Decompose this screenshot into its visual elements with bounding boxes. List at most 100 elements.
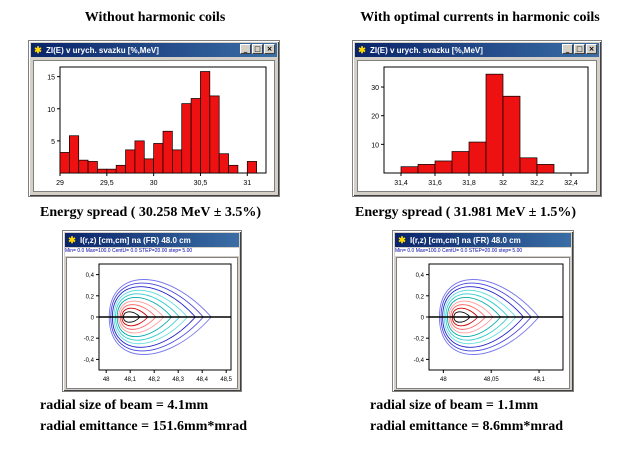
right-histogram-window[interactable]: ✱ ZI(E) v urych. svazku [%,MeV] _ □ × 10…: [352, 40, 602, 197]
minimize-button[interactable]: _: [562, 44, 573, 54]
y-tick-label: 10: [47, 107, 55, 114]
x-tick-label: 31: [243, 180, 251, 187]
histogram-bar: [125, 149, 136, 174]
y-tick-label: 0,2: [416, 294, 425, 300]
y-tick-label: 20: [371, 114, 379, 121]
histogram-bar: [115, 164, 126, 174]
right-contour-status: Min= 0.0 Max=100.0 CentU= 0.0 STEP=20.00…: [395, 248, 571, 256]
maximize-button[interactable]: □: [574, 44, 585, 54]
right-contour-titlebar[interactable]: ✱ I(r,z) [cm,cm] na (FR) 48.0 cm: [395, 233, 571, 247]
right-contour-window[interactable]: ✱ I(r,z) [cm,cm] na (FR) 48.0 cm Min= 0.…: [392, 230, 574, 392]
right-caption: With optimal currents in harmonic coils: [360, 10, 600, 25]
x-tick-label: 48: [103, 377, 110, 383]
minimize-button[interactable]: _: [240, 44, 251, 54]
histogram-bar: [434, 160, 453, 174]
y-tick-label: 0,4: [416, 273, 425, 279]
left-energy-histogram: 5 10 15 29 29,5 30 30,5 31: [47, 66, 267, 187]
histogram-bar: [69, 135, 80, 174]
left-caption: Without harmonic coils: [84, 10, 226, 25]
x-tick-label: 31,8: [462, 180, 476, 187]
x-tick-label: 48,3: [172, 377, 184, 383]
right-energy-histogram: 10 20 30 31,4 31,6 31,8 32 32,2 32,4: [371, 66, 589, 187]
left-histogram-window[interactable]: ✱ ZI(E) v urych. svazku [%,MeV] _ □ × 5 1…: [28, 40, 280, 197]
histogram-bar: [485, 73, 504, 174]
histogram-bar: [218, 153, 229, 174]
histogram-bar: [181, 103, 192, 174]
y-tick-label: 0: [91, 316, 95, 322]
y-tick-label: 30: [371, 85, 379, 92]
histogram-bar: [468, 141, 487, 174]
right-radial-size: radial size of beam = 1.1mm: [370, 398, 539, 413]
x-tick-label: 29,5: [100, 180, 114, 187]
histogram-bar: [59, 152, 70, 174]
left-contour-status: Min= 0.0 Max=100.0 CentU= 0.0 STEP=20.00…: [65, 248, 239, 256]
x-tick-label: 32,2: [530, 180, 544, 187]
histogram-bar: [209, 95, 220, 174]
left-beam-contour-plot: 0,4 0,2 0 -0,2 -0,4 48 48,1 48,2 48,3 48,4 48,5: [84, 263, 233, 383]
left-histogram-titlebar[interactable]: ✱ ZI(E) v urych. svazku [%,MeV] _ □ ×: [31, 43, 277, 57]
app-icon: ✱: [398, 235, 406, 245]
x-tick-label: 30: [150, 180, 158, 187]
left-contour-titlebar[interactable]: ✱ I(r,z) [cm,cm] na (FR) 48.0 cm: [65, 233, 239, 247]
y-tick-label: -0,4: [84, 358, 95, 364]
histogram-bar: [451, 151, 470, 174]
x-tick-label: 48,4: [196, 377, 208, 383]
histogram-bar: [246, 161, 257, 174]
y-tick-label: 15: [47, 75, 55, 82]
close-button[interactable]: ×: [586, 44, 597, 54]
right-contour-title: I(r,z) [cm,cm] na (FR) 48.0 cm: [410, 235, 521, 245]
x-tick-label: 32,4: [564, 180, 578, 187]
histogram-bar: [97, 168, 108, 174]
y-tick-label: 10: [371, 142, 379, 149]
x-tick-label: 30,5: [194, 180, 208, 187]
histogram-bar: [417, 164, 436, 174]
right-contour-plot-area: 0,4 0,2 0 -0,2 -0,4 48 48,05 48,1: [396, 257, 570, 389]
histogram-bar: [400, 166, 419, 174]
y-tick-label: 0: [421, 316, 425, 322]
left-contour-title: I(r,z) [cm,cm] na (FR) 48.0 cm: [80, 235, 191, 245]
x-tick-label: 48,1: [124, 377, 136, 383]
x-tick-label: 48,2: [148, 377, 160, 383]
left-histogram-title: ZI(E) v urych. svazku [%,MeV]: [46, 45, 159, 55]
close-button[interactable]: ×: [264, 44, 275, 54]
y-tick-label: 0,4: [86, 273, 95, 279]
right-histogram-plot-area: 10 20 30 31,4 31,6 31,8 32 32,2 32,4: [357, 60, 597, 192]
x-tick-label: 48,05: [484, 377, 500, 383]
right-histogram-titlebar[interactable]: ✱ ZI(E) v urych. svazku [%,MeV] _ □ ×: [355, 43, 599, 57]
x-tick-label: 31,6: [428, 180, 442, 187]
left-energy-spread: Energy spread ( 30.258 MeV ± 3.5%): [40, 205, 262, 220]
y-tick-label: -0,4: [414, 358, 425, 364]
y-tick-label: -0,2: [414, 337, 425, 343]
x-tick-label: 48: [440, 377, 447, 383]
right-radial-emittance: radial emittance = 8.6mm*mrad: [370, 419, 564, 434]
left-radial-size: radial size of beam = 4.1mm: [40, 398, 209, 413]
histogram-bar: [78, 159, 89, 174]
histogram-bar: [519, 157, 538, 174]
x-tick-label: 32: [499, 180, 507, 187]
histogram-bar: [106, 168, 117, 174]
histogram-bar: [172, 149, 183, 174]
x-tick-label: 31,4: [394, 180, 408, 187]
left-radial-emittance: radial emittance = 151.6mm*mrad: [40, 419, 248, 434]
x-tick-label: 48,1: [533, 377, 545, 383]
histogram-bar: [536, 164, 555, 174]
histogram-bar: [143, 158, 154, 174]
histogram-bar: [134, 140, 145, 174]
app-icon: ✱: [68, 235, 76, 245]
right-beam-contour-plot: 0,4 0,2 0 -0,2 -0,4 48 48,05 48,1: [414, 263, 564, 383]
histogram-bar: [190, 98, 201, 174]
y-tick-label: 0,2: [86, 294, 95, 300]
app-icon: ✱: [34, 45, 42, 55]
histogram-bar: [87, 161, 98, 174]
histogram-bar: [200, 71, 211, 174]
y-tick-label: -0,2: [84, 337, 95, 343]
left-contour-window[interactable]: ✱ I(r,z) [cm,cm] na (FR) 48.0 cm Min= 0.…: [62, 230, 242, 392]
x-tick-label: 48,5: [220, 377, 232, 383]
x-tick-label: 29: [56, 180, 64, 187]
y-tick-label: 5: [51, 139, 55, 146]
left-contour-plot-area: 0,4 0,2 0 -0,2 -0,4 48 48,1 48,2 48,3 48,4 48,5: [66, 257, 238, 389]
histogram-bar: [502, 95, 521, 174]
right-energy-spread: Energy spread ( 31.981 MeV ± 1.5%): [355, 205, 577, 220]
maximize-button[interactable]: □: [252, 44, 263, 54]
app-icon: ✱: [358, 45, 366, 55]
